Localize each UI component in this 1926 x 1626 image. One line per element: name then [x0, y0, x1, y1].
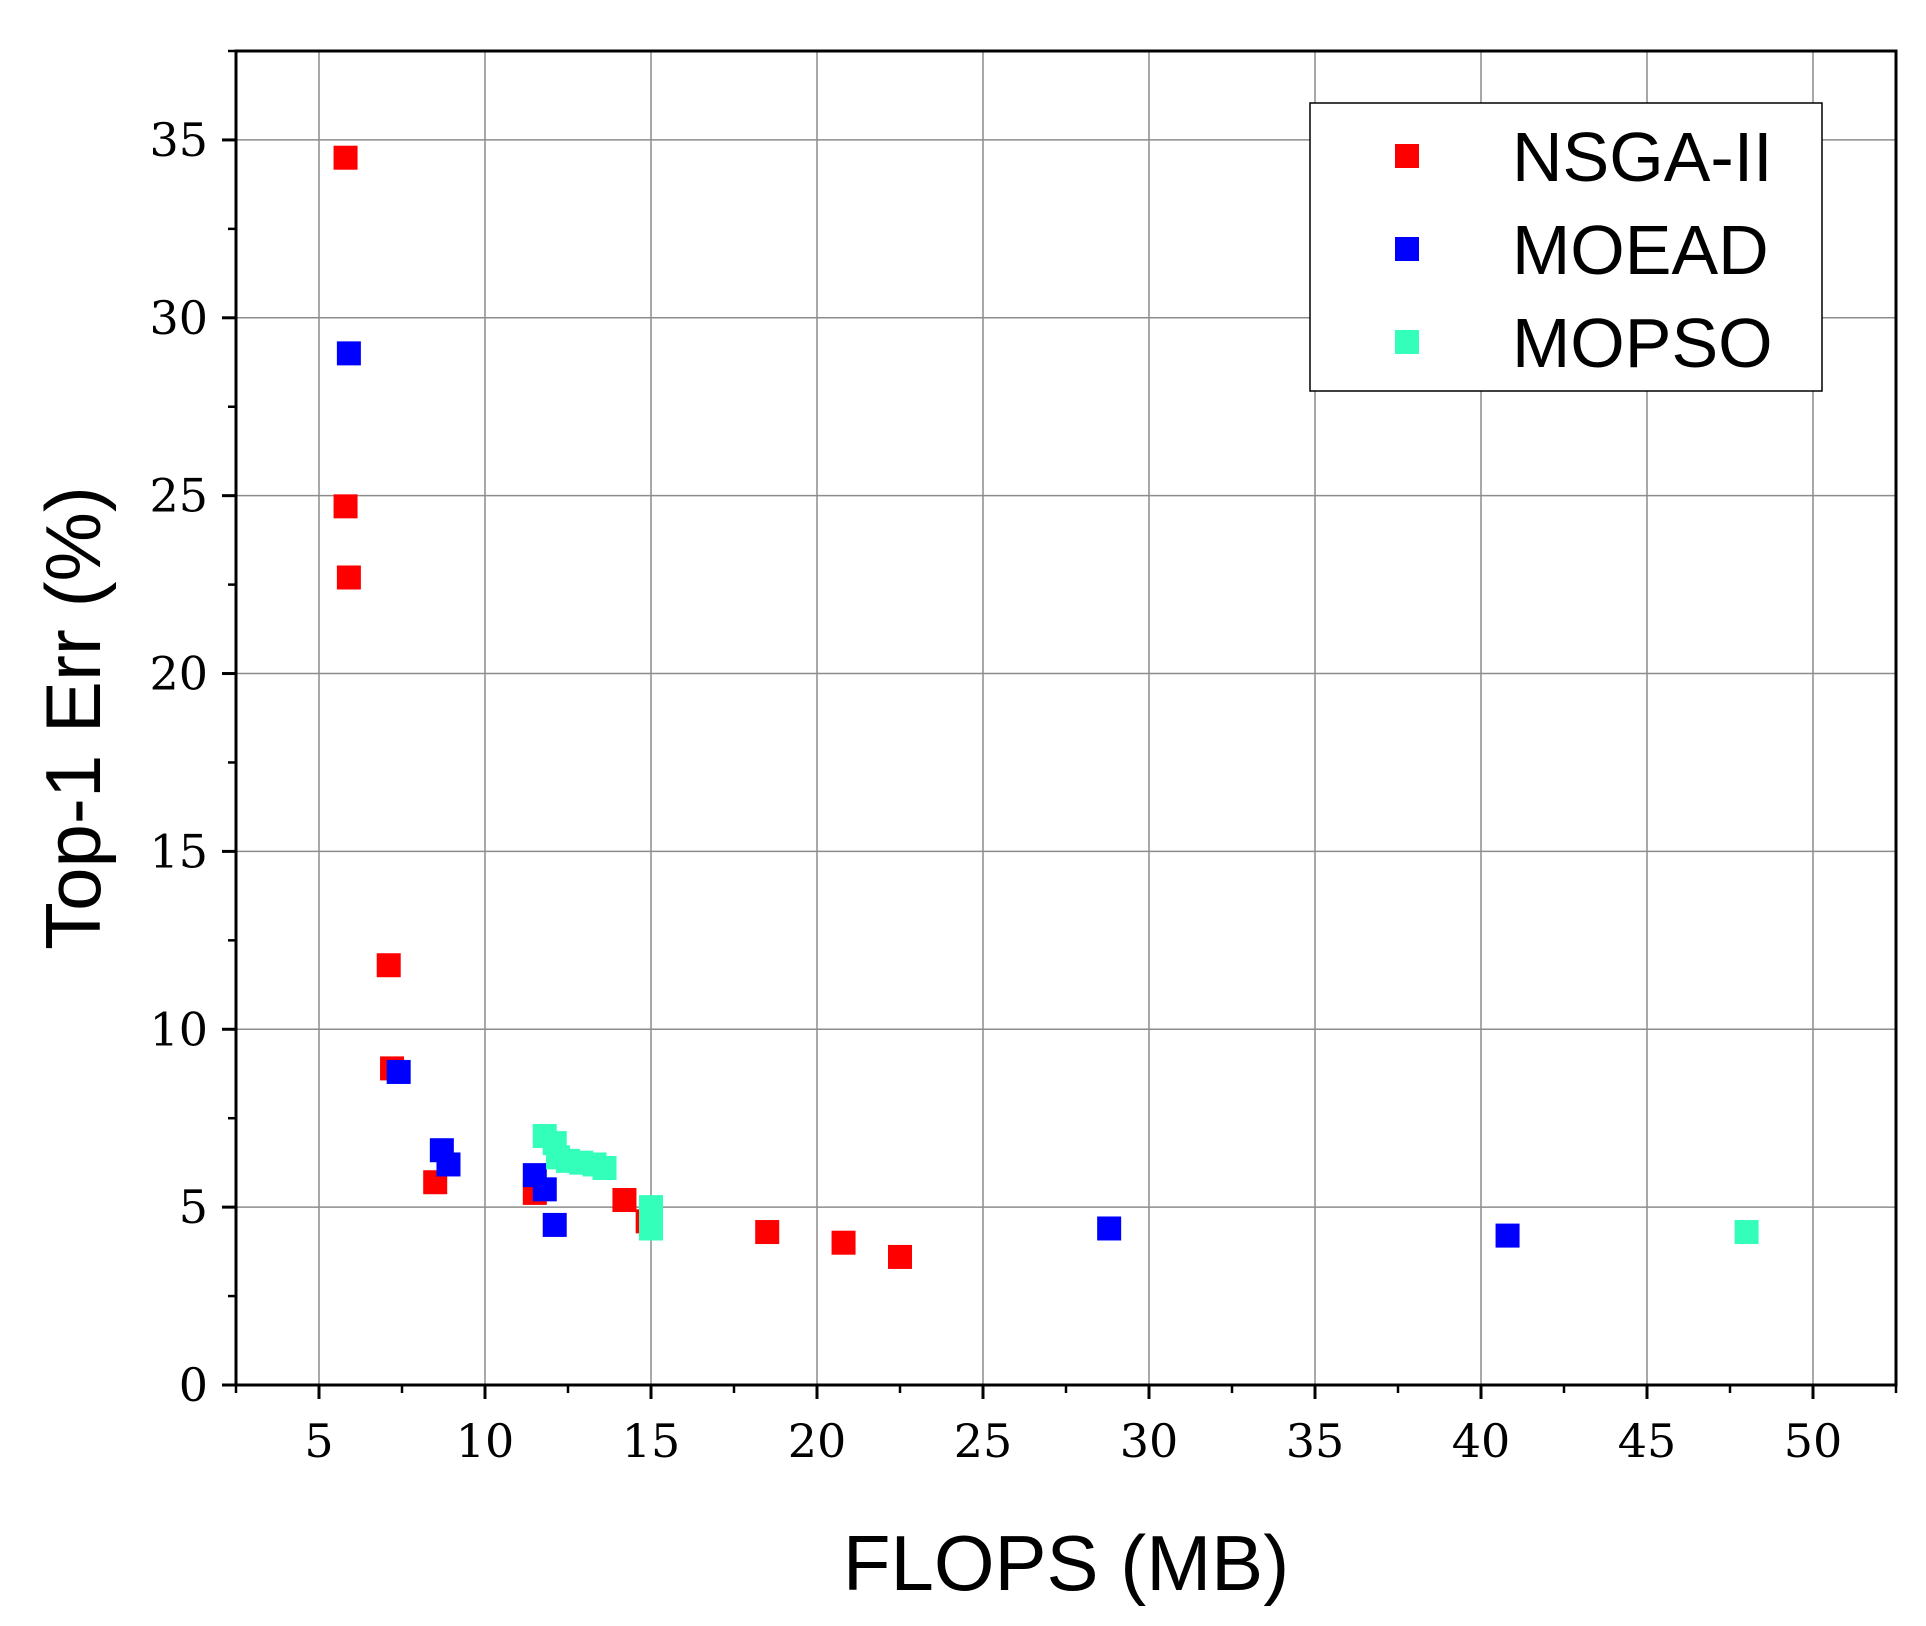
data-point	[376, 953, 401, 978]
grid-lines	[236, 51, 1896, 1385]
data-point	[336, 565, 361, 590]
data-point	[755, 1220, 780, 1245]
x-tick-label: 25	[954, 1414, 1013, 1468]
x-tick-label: 40	[1452, 1414, 1511, 1468]
y-tick-label: 15	[149, 824, 208, 878]
legend-label: NSGA-II	[1512, 118, 1773, 196]
legend: NSGA-II MOEAD MOPSO	[1309, 102, 1823, 392]
y-tick-label: 20	[149, 647, 208, 701]
data-point	[592, 1156, 617, 1181]
series-nsga-ii	[333, 145, 912, 1269]
legend-label: MOPSO	[1512, 304, 1773, 382]
series-mopso	[532, 1123, 1759, 1245]
x-tick-label: 10	[456, 1414, 515, 1468]
data-points	[333, 145, 1759, 1269]
x-tick-label: 35	[1286, 1414, 1345, 1468]
y-tick-label: 25	[149, 469, 208, 523]
x-tick-label: 20	[788, 1414, 847, 1468]
y-tick-label: 35	[149, 113, 208, 167]
x-tick-label: 45	[1618, 1414, 1677, 1468]
x-tick-label: 5	[304, 1414, 333, 1468]
data-point	[333, 494, 358, 519]
data-point	[639, 1216, 663, 1241]
axis-ticks	[222, 49, 1898, 1399]
legend-marker	[1395, 144, 1419, 168]
data-point	[831, 1230, 856, 1255]
legend-label: MOEAD	[1512, 211, 1769, 289]
y-tick-label: 0	[179, 1358, 208, 1412]
y-tick-label: 30	[149, 291, 208, 345]
tick-labels: 5 10 15 20 25 30 35 40 45 50 0 5 10 15 20 25 30 35	[149, 113, 1842, 1468]
data-point	[612, 1188, 637, 1213]
data-point	[1097, 1216, 1122, 1241]
data-point	[436, 1152, 461, 1177]
series-moead	[336, 341, 1520, 1248]
x-tick-label: 50	[1784, 1414, 1843, 1468]
data-point	[336, 341, 361, 366]
y-tick-label: 10	[149, 1002, 208, 1056]
data-point	[1495, 1223, 1520, 1248]
data-point	[1734, 1220, 1759, 1245]
x-axis-title: FLOPS (MB)	[843, 1519, 1289, 1607]
data-point	[386, 1059, 411, 1084]
x-tick-label: 30	[1120, 1414, 1179, 1468]
y-tick-label: 5	[179, 1180, 208, 1234]
data-point	[532, 1177, 557, 1202]
data-point	[542, 1212, 567, 1237]
y-axis-title: Top-1 Err (%)	[29, 486, 117, 950]
legend-marker	[1395, 237, 1419, 261]
x-tick-label: 15	[622, 1414, 681, 1468]
data-point	[333, 145, 358, 170]
data-point	[888, 1244, 912, 1269]
legend-marker	[1395, 330, 1419, 354]
